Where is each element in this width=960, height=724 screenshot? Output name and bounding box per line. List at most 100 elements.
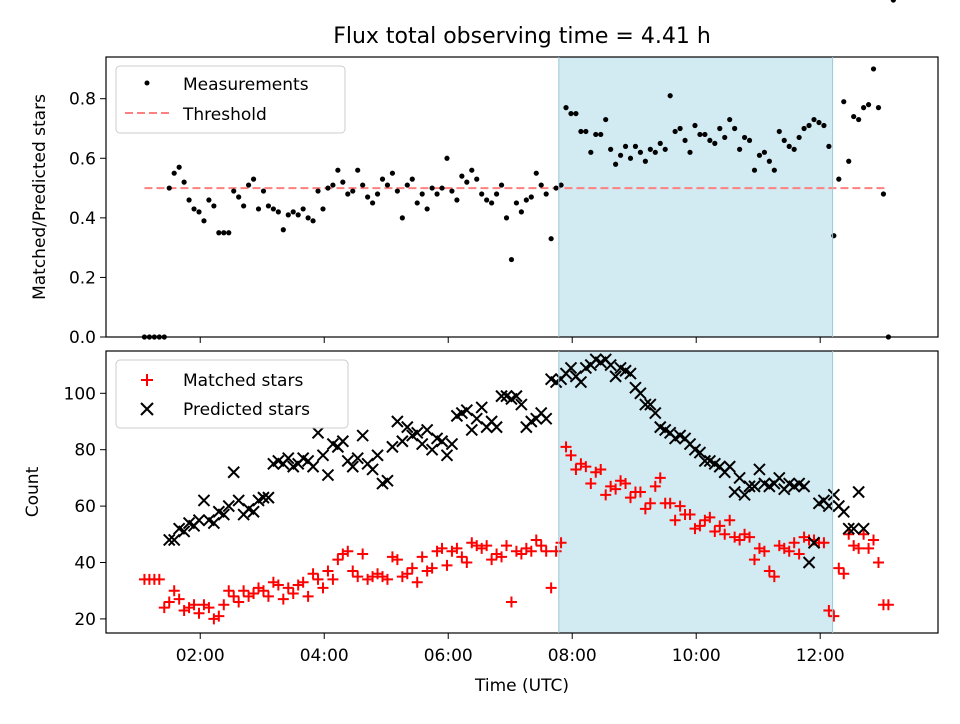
measurement-point	[657, 140, 663, 146]
measurement-point	[578, 128, 584, 135]
measurement-point	[732, 125, 738, 132]
measurement-point	[875, 105, 882, 111]
predicted-star-point	[381, 474, 394, 487]
y-tick-label: 0.2	[69, 268, 96, 288]
predicted-star-point	[753, 463, 766, 476]
predicted-star-point	[470, 412, 483, 425]
measurement-point	[206, 197, 212, 203]
predicted-star-point	[435, 435, 449, 448]
matched-star-point	[401, 568, 413, 580]
y-tick-label: 80	[74, 441, 96, 461]
predicted-star-point	[475, 401, 488, 414]
ratio-panel-y-axis: 0.0 0.2 0.4 0.6 0.8	[69, 90, 106, 348]
measurement-point	[836, 176, 842, 182]
measurement-point	[642, 158, 648, 164]
predicted-star-point	[371, 449, 384, 462]
matched-star-point	[649, 480, 661, 492]
matched-star-point	[709, 525, 721, 537]
legend-marker-measurements	[144, 80, 150, 86]
measurement-point	[255, 206, 262, 212]
predicted-star-point	[192, 513, 206, 527]
predicted-star-point	[207, 516, 221, 530]
matched-star-point	[793, 548, 805, 560]
y-tick-label: 60	[74, 497, 96, 517]
count-panel-xlabel: Time (UTC)	[474, 676, 569, 696]
measurement-point	[766, 158, 772, 164]
measurement-point	[305, 215, 311, 221]
predicted-star-point	[177, 525, 191, 538]
matched-star-point	[600, 489, 612, 501]
matched-star-point	[540, 545, 552, 557]
ratio-panel-shaded-interval	[558, 57, 833, 337]
matched-star-point	[818, 537, 830, 549]
measurement-point	[226, 230, 232, 236]
measurement-point	[558, 182, 564, 188]
predicted-star-point	[247, 505, 260, 518]
matched-star-point	[277, 593, 289, 605]
measurement-point	[712, 140, 718, 146]
matched-star-point	[396, 571, 408, 583]
measurement-point	[816, 119, 822, 126]
predicted-star-point	[842, 522, 855, 535]
measurement-point	[890, 0, 896, 3]
measurement-point	[444, 155, 450, 161]
matched-star-point	[882, 599, 894, 611]
x-tick-label: 10:00	[672, 646, 721, 666]
measurement-point	[826, 143, 832, 149]
measurement-point	[493, 191, 500, 197]
matched-star-point	[734, 534, 746, 546]
measurement-point	[320, 206, 326, 212]
predicted-star-point	[797, 480, 811, 493]
measurement-point	[627, 155, 634, 161]
measurement-point	[518, 209, 524, 215]
matched-star-point	[525, 545, 537, 557]
predicted-star-point	[748, 480, 761, 493]
measurements-series	[141, 0, 896, 340]
predicted-star-point	[465, 423, 478, 437]
predicted-star-point	[316, 449, 330, 462]
matched-star-point	[580, 461, 592, 473]
measurement-point	[811, 116, 817, 123]
measurement-point	[325, 185, 331, 191]
matched-star-point	[719, 528, 731, 540]
predicted-star-point	[634, 387, 647, 400]
ratio-panel-x-ticks	[199, 337, 821, 343]
matched-star-point	[639, 503, 651, 515]
measurement-point	[479, 191, 485, 197]
predicted-stars-series	[164, 354, 870, 569]
matched-star-point	[352, 571, 364, 583]
measurement-point	[761, 149, 768, 155]
predicted-star-point	[773, 471, 786, 485]
measurement-point	[622, 143, 629, 149]
count-panel-ylabel: Count	[23, 466, 43, 517]
measurement-point	[563, 105, 569, 111]
predicted-star-point	[257, 491, 270, 504]
measurement-point	[171, 170, 177, 176]
measurement-point	[374, 191, 381, 197]
measurement-point	[677, 125, 683, 132]
predicted-star-point	[411, 426, 424, 439]
measurement-point	[617, 152, 624, 158]
matched-star-point	[505, 596, 517, 608]
y-tick-label: 0.0	[69, 328, 96, 348]
matched-star-point	[634, 486, 646, 498]
matched-star-point	[550, 545, 562, 557]
matched-star-point	[386, 551, 398, 563]
measurement-point	[270, 206, 276, 212]
predicted-star-point	[604, 358, 617, 372]
matched-star-point	[272, 579, 284, 591]
measurement-point	[245, 182, 252, 188]
predicted-star-point	[197, 494, 211, 507]
predicted-star-point	[440, 449, 454, 462]
predicted-star-point	[445, 437, 459, 451]
matched-star-point	[853, 542, 865, 554]
measurement-point	[340, 179, 346, 185]
legend-label-predicted: Predicted stars	[183, 400, 310, 420]
measurement-point	[598, 131, 604, 138]
measurement-point	[856, 116, 862, 123]
measurement-point	[692, 122, 698, 129]
matched-star-point	[858, 528, 870, 540]
measurement-point	[846, 158, 852, 164]
measurement-point	[821, 122, 827, 129]
ratio-panel: 0.00.20.40.60.8 Matched/Predicted stars …	[30, 0, 939, 348]
